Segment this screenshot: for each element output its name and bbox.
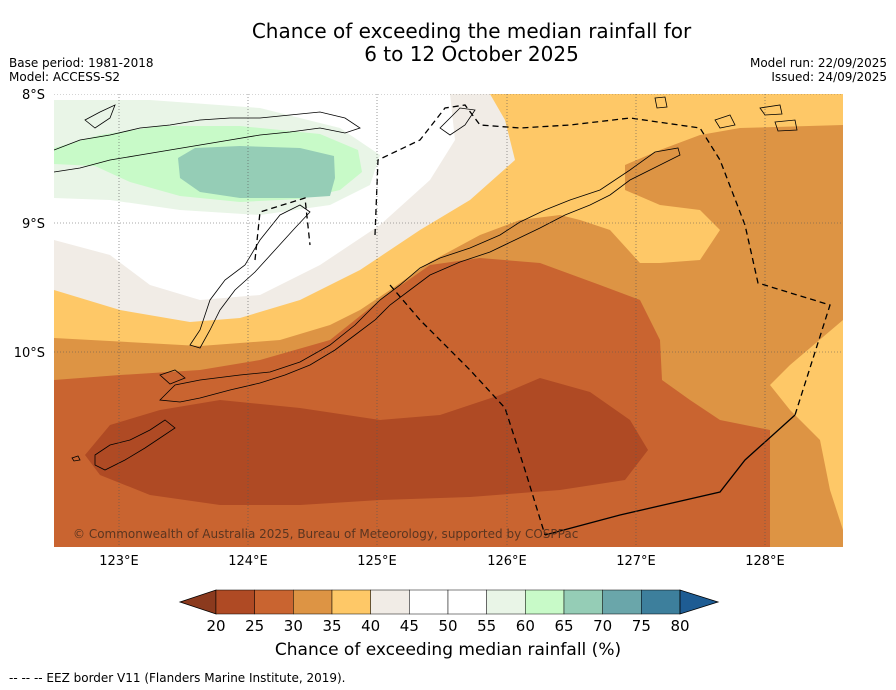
right-metadata: Model run: 22/09/2025 Issued: 24/09/2025	[750, 56, 887, 84]
model-name: Model: ACCESS-S2	[9, 70, 121, 84]
coastline-islands-north	[84, 96, 798, 136]
band-65-70	[178, 146, 335, 198]
colorbar-tick-label: 40	[361, 617, 380, 635]
colorbar-swatch	[602, 589, 642, 615]
colorbar-tick-label: 80	[670, 617, 689, 635]
colorbar-swatch	[254, 589, 294, 615]
colorbar-tick-label: 65	[554, 617, 573, 635]
model-run: Model run: 22/09/2025	[749, 56, 887, 70]
lat-label-10s: 10°S	[14, 346, 45, 361]
colorbar-swatch	[331, 589, 371, 615]
colorbar-swatch	[409, 589, 449, 615]
coastline-rote-savu	[71, 369, 186, 471]
colorbar-tick-label: 45	[400, 617, 419, 635]
coastline-alor	[189, 204, 311, 349]
left-metadata: Base period: 1981-2018 Model: ACCESS-S2	[9, 56, 154, 84]
lon-label-128e: 128°E	[745, 554, 785, 569]
eez-border-north	[374, 104, 831, 416]
colorbar-swatch	[525, 589, 565, 615]
title-line-2: 6 to 12 October 2025	[364, 42, 579, 66]
colorbar-tick-label: 50	[438, 617, 457, 635]
colorbar-tick-label: 20	[206, 617, 225, 635]
colorbar-tick-label: 25	[245, 617, 264, 635]
colorbar-tick-label: 35	[322, 617, 341, 635]
colorbar-tick-label: 55	[477, 617, 496, 635]
lon-label-125e: 125°E	[357, 554, 397, 569]
colorbar-over-arrow	[679, 589, 720, 615]
colorbar-tick-label: 30	[284, 617, 303, 635]
colorbar-swatch	[215, 589, 255, 615]
eez-border-south	[389, 284, 546, 536]
issued-date: Issued: 24/09/2025	[771, 70, 887, 84]
coastline-timor	[159, 147, 681, 403]
lon-label-124e: 124°E	[228, 554, 268, 569]
lon-label-127e: 127°E	[616, 554, 656, 569]
colorbar-tick-label: 75	[632, 617, 651, 635]
colorbar-swatch	[486, 589, 526, 615]
title-line-1: Chance of exceeding the median rainfall …	[251, 19, 692, 43]
eez-border-west	[254, 197, 311, 261]
colorbar-swatch	[293, 589, 333, 615]
chart-title: Chance of exceeding the median rainfall …	[0, 20, 896, 66]
lat-label-8s: 8°S	[22, 88, 45, 103]
colorbar-swatch	[447, 589, 487, 615]
colorbar: 20 25 30 35 40 45 50 55 60 65 70 75 80	[178, 589, 720, 635]
lon-label-123e: 123°E	[99, 554, 139, 569]
colorbar-tick-label: 70	[593, 617, 612, 635]
gridlines	[54, 94, 843, 547]
colorbar-swatch	[641, 589, 681, 615]
lat-label-9s: 9°S	[22, 217, 45, 232]
lon-label-126e: 126°E	[487, 554, 527, 569]
band-35-40-southeast	[770, 320, 843, 530]
coastline-flores	[54, 111, 361, 173]
colorbar-tick-label: 60	[516, 617, 535, 635]
colorbar-title: Chance of exceeding median rainfall (%)	[274, 640, 622, 660]
base-period: Base period: 1981-2018	[9, 56, 154, 70]
eez-footnote: -- -- -- EEZ border V11 (Flanders Marine…	[9, 671, 346, 685]
colorbar-under-arrow	[178, 589, 217, 615]
colorbar-swatch	[563, 589, 603, 615]
eez-border-boundary-solid	[544, 414, 796, 536]
rainfall-map	[54, 94, 843, 547]
copyright-notice: © Commonwealth of Australia 2025, Bureau…	[73, 527, 578, 541]
colorbar-swatch	[370, 589, 410, 615]
